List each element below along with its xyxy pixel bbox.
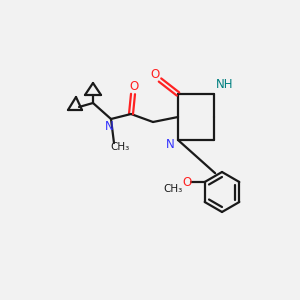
Text: O: O	[129, 80, 139, 94]
Text: CH₃: CH₃	[110, 142, 130, 152]
Text: N: N	[105, 119, 113, 133]
Text: NH: NH	[216, 77, 234, 91]
Text: N: N	[166, 137, 174, 151]
Text: O: O	[182, 176, 191, 188]
Text: CH₃: CH₃	[163, 184, 182, 194]
Text: O: O	[150, 68, 160, 82]
